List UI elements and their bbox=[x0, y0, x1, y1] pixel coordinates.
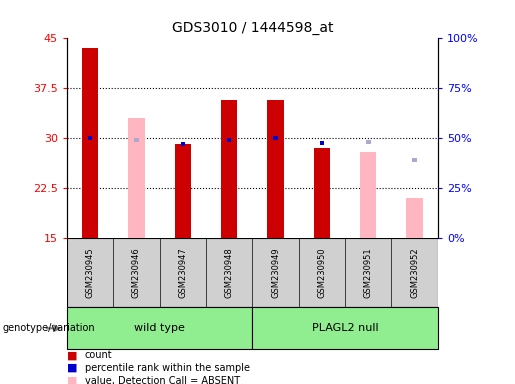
Text: GSM230949: GSM230949 bbox=[271, 247, 280, 298]
Bar bbox=[88, 136, 93, 140]
Bar bbox=[406, 198, 423, 238]
Bar bbox=[412, 158, 417, 162]
Text: ■: ■ bbox=[67, 376, 77, 384]
Bar bbox=[175, 144, 191, 238]
Bar bbox=[252, 307, 438, 349]
Bar bbox=[128, 118, 145, 238]
Bar bbox=[67, 307, 252, 349]
Bar bbox=[273, 136, 278, 140]
Text: GSM230946: GSM230946 bbox=[132, 247, 141, 298]
Text: genotype/variation: genotype/variation bbox=[3, 323, 95, 333]
Bar bbox=[82, 48, 98, 238]
Bar bbox=[221, 99, 237, 238]
Text: GSM230947: GSM230947 bbox=[178, 247, 187, 298]
Text: GSM230945: GSM230945 bbox=[85, 247, 95, 298]
Text: count: count bbox=[85, 350, 113, 360]
Text: GSM230952: GSM230952 bbox=[410, 247, 419, 298]
Text: value, Detection Call = ABSENT: value, Detection Call = ABSENT bbox=[85, 376, 240, 384]
Bar bbox=[180, 142, 185, 146]
Bar bbox=[319, 141, 324, 145]
Bar bbox=[227, 138, 232, 142]
Text: GSM230948: GSM230948 bbox=[225, 247, 234, 298]
Text: ■: ■ bbox=[67, 363, 77, 373]
Bar bbox=[360, 152, 376, 238]
Bar bbox=[267, 99, 284, 238]
Title: GDS3010 / 1444598_at: GDS3010 / 1444598_at bbox=[171, 21, 333, 35]
Text: ■: ■ bbox=[67, 350, 77, 360]
Text: percentile rank within the sample: percentile rank within the sample bbox=[85, 363, 250, 373]
Bar bbox=[134, 138, 139, 142]
Text: wild type: wild type bbox=[134, 323, 185, 333]
Text: GSM230951: GSM230951 bbox=[364, 247, 373, 298]
Bar bbox=[366, 140, 371, 144]
Bar bbox=[314, 148, 330, 238]
Text: PLAGL2 null: PLAGL2 null bbox=[312, 323, 379, 333]
Text: GSM230950: GSM230950 bbox=[317, 247, 327, 298]
